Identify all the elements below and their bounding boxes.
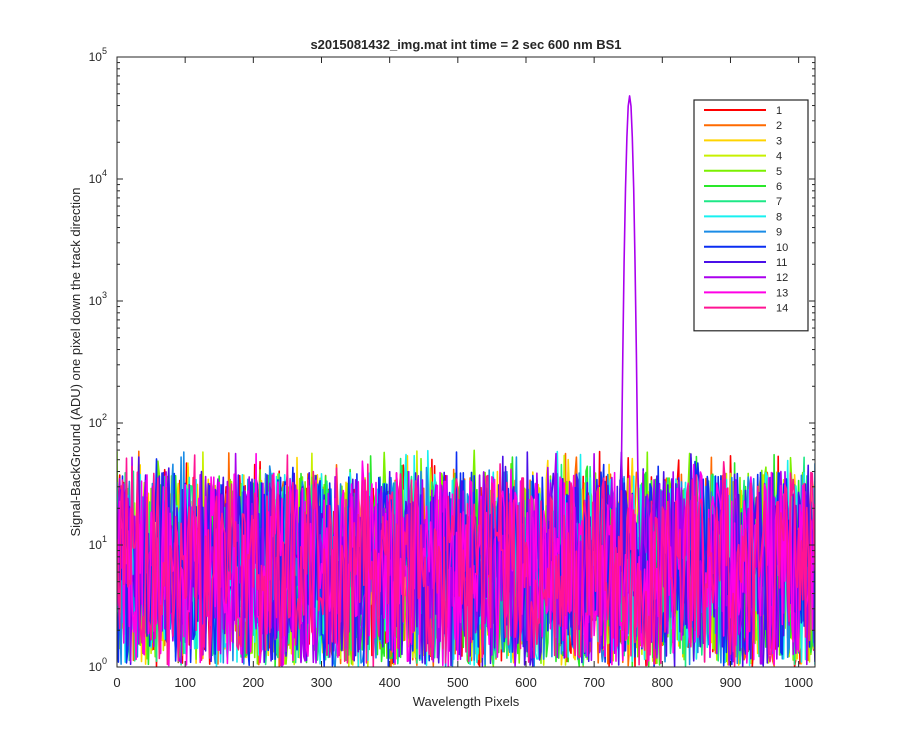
y-tick-label: 100 <box>89 656 107 674</box>
series-14-line <box>117 454 815 667</box>
legend-label-2: 2 <box>776 120 782 132</box>
x-tick-label: 700 <box>583 675 605 690</box>
x-tick-label: 500 <box>447 675 469 690</box>
legend-label-11: 11 <box>776 257 787 269</box>
y-tick-label: 101 <box>89 534 107 552</box>
y-tick-label: 103 <box>89 290 107 308</box>
x-axis: 0 100 200 300 400 500 600 700 800 900 1000 <box>113 57 813 690</box>
legend-label-1: 1 <box>776 105 782 117</box>
legend-label-14: 14 <box>776 303 788 315</box>
chart-title: s2015081432_img.mat int time = 2 sec 600… <box>310 37 621 52</box>
y-tick-label: 102 <box>89 412 107 430</box>
x-tick-label: 200 <box>242 675 264 690</box>
legend-label-6: 6 <box>776 181 782 193</box>
y-axis-label: Signal-BackGround (ADU) one pixel down t… <box>68 187 83 536</box>
legend-label-5: 5 <box>776 166 782 178</box>
x-tick-label: 0 <box>113 675 120 690</box>
x-tick-label: 900 <box>720 675 742 690</box>
plot-frame <box>116 56 816 668</box>
legend-label-8: 8 <box>776 211 782 223</box>
x-axis-label: Wavelength Pixels <box>413 694 520 709</box>
x-tick-label: 100 <box>174 675 196 690</box>
legend-label-4: 4 <box>776 151 782 163</box>
y-tick-label: 104 <box>89 168 107 186</box>
series-layer <box>117 95 815 667</box>
legend-label-7: 7 <box>776 196 782 208</box>
x-tick-label: 800 <box>651 675 673 690</box>
x-tick-label: 300 <box>311 675 333 690</box>
x-tick-label: 1000 <box>784 675 813 690</box>
legend-label-12: 12 <box>776 272 788 284</box>
x-tick-label: 400 <box>379 675 401 690</box>
legend-label-13: 13 <box>776 287 788 299</box>
y-tick-label: 105 <box>89 46 107 64</box>
legend-label-10: 10 <box>776 242 788 254</box>
x-tick-label: 600 <box>515 675 537 690</box>
legend-label-3: 3 <box>776 135 782 147</box>
legend-label-9: 9 <box>776 227 782 239</box>
